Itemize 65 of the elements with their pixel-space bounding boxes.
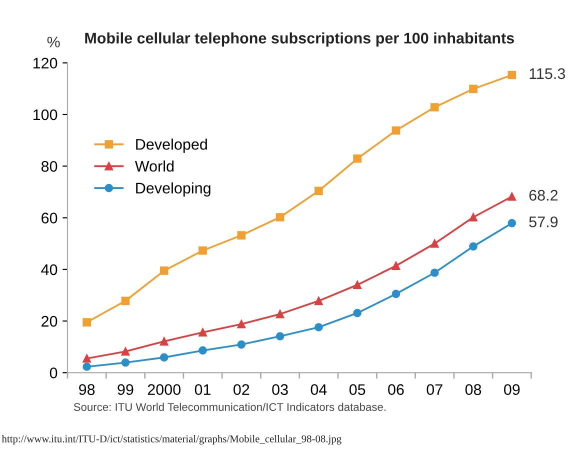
x-tick-label: 01 (194, 384, 211, 396)
point (469, 213, 478, 222)
x-tick-label: 2000 (148, 384, 181, 396)
legend-label: Developing (136, 182, 210, 197)
point (353, 154, 362, 163)
y-tick-label: 80 (41, 161, 58, 172)
point (121, 347, 130, 356)
legend-label: Developed (136, 138, 207, 153)
point (82, 362, 91, 371)
point (314, 296, 323, 306)
x-tick-label: 07 (426, 384, 442, 396)
point (353, 280, 362, 290)
x-tick-label: 04 (310, 384, 327, 396)
point (160, 353, 168, 362)
source-note: Source: ITU World Telecommunication/ICT Indicators database. (74, 402, 386, 411)
y-axis-title: % (47, 36, 60, 48)
point (198, 328, 207, 337)
point (469, 84, 478, 94)
point (121, 296, 130, 306)
point (237, 320, 246, 328)
point (82, 318, 91, 326)
point (508, 70, 516, 80)
point (508, 219, 516, 228)
x-tick-label: 08 (465, 384, 482, 396)
point (392, 290, 400, 298)
data-label: 115.3 (530, 68, 566, 80)
y-tick-label: 20 (42, 316, 58, 327)
x-tick-label: 09 (504, 384, 520, 396)
point (198, 346, 207, 355)
chart-title: Mobile cellular telephone subscriptions per 100 inhabitants (85, 32, 514, 47)
x-tick-label: 02 (234, 384, 250, 396)
x-tick-label: 03 (272, 384, 288, 396)
data-label: 68.2 (529, 190, 558, 201)
point (121, 358, 130, 367)
point (508, 192, 516, 201)
point (276, 332, 284, 340)
legend-label: World (134, 160, 174, 172)
point (314, 186, 323, 196)
point (276, 310, 284, 318)
x-tick-label: 98 (79, 384, 95, 396)
point (160, 266, 168, 275)
point (430, 103, 439, 112)
y-tick-label: 120 (33, 58, 58, 69)
y-tick-label: 100 (33, 109, 58, 120)
data-label: 57.9 (529, 216, 558, 228)
y-tick-label: 0 (50, 368, 58, 378)
y-tick-label: 40 (41, 264, 58, 276)
point (82, 354, 91, 363)
x-tick-label: 06 (388, 384, 404, 396)
point (198, 246, 207, 255)
point (392, 126, 400, 135)
point (430, 268, 439, 277)
point (160, 337, 168, 346)
point (353, 308, 362, 318)
point (430, 239, 439, 248)
x-tick-label: 05 (349, 384, 366, 396)
point (469, 242, 478, 251)
point (237, 340, 246, 349)
text: http://www.itu.int/ITU-D/ict/statistics/material/graphs/Mobile_cellular_98-08.jpg (2, 435, 342, 445)
point (392, 262, 400, 270)
point (237, 231, 246, 240)
point (276, 213, 284, 222)
point (314, 323, 323, 332)
y-tick-label: 60 (42, 212, 58, 224)
x-tick-label: 99 (118, 384, 134, 396)
